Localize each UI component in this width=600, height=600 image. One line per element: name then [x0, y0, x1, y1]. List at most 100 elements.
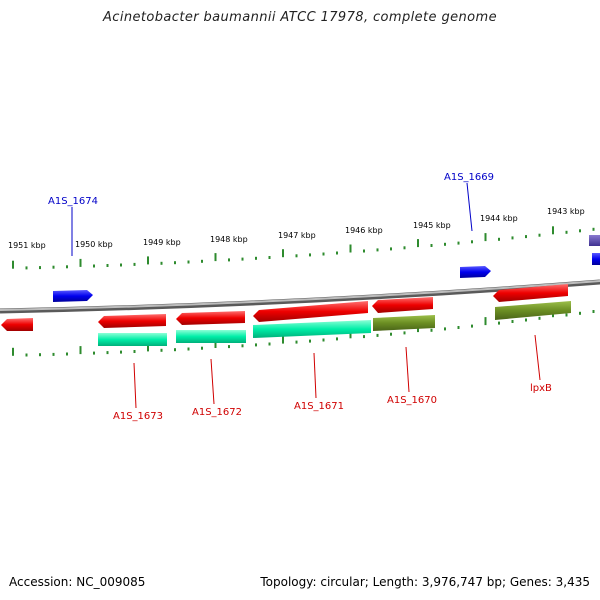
gene-reverse-left-edge[interactable] [1, 318, 33, 331]
lower-track-major-tick [214, 340, 217, 348]
lower-track-major-tick [147, 343, 149, 352]
lower-track-minor-tick [336, 337, 338, 341]
lower-track-major-tick [79, 346, 82, 355]
lower-track-minor-tick [25, 353, 28, 357]
leader-a1s-1669 [466, 182, 473, 232]
upper-track-minor-tick [295, 254, 298, 258]
label-a1s-1671[interactable]: A1S_1671 [294, 401, 344, 412]
scale-label-1946: 1946 kbp [345, 226, 383, 235]
gene-forward-a1s-1674[interactable] [53, 290, 93, 302]
label-a1s-1672[interactable]: A1S_1672 [192, 407, 242, 418]
upper-track-minor-tick [538, 233, 541, 237]
lower-track-major-tick [12, 347, 14, 356]
lower-track-minor-tick [498, 321, 500, 325]
upper-track-major-tick [349, 244, 352, 253]
scale-label-1951: 1951 kbp [8, 241, 46, 250]
leader-a1s-1670 [405, 346, 410, 393]
upper-track-minor-tick [255, 256, 257, 260]
cds-a1s-1671[interactable] [253, 320, 371, 338]
lower-track-minor-tick [363, 335, 365, 339]
gene-reverse-a1s-1672[interactable] [176, 311, 245, 325]
map-title: Acinetobacter baumannii ATCC 17978, comp… [103, 10, 497, 25]
cds-a1s-1673[interactable] [98, 333, 167, 346]
scale-label-1944: 1944 kbp [480, 214, 518, 223]
gene-reverse-a1s-1670[interactable] [372, 297, 433, 313]
leader-a1s-1671 [313, 352, 317, 399]
gene-forward-edge[interactable] [592, 253, 600, 265]
scale-label-1943: 1943 kbp [547, 207, 585, 216]
label-a1s-1669[interactable]: A1S_1669 [444, 172, 494, 183]
upper-track-minor-tick [93, 264, 95, 268]
upper-track-minor-tick [174, 261, 176, 265]
upper-track-minor-tick [52, 265, 55, 269]
leader-lpxb [534, 334, 541, 381]
upper-track-minor-tick [228, 258, 230, 262]
upper-track-minor-tick [430, 244, 433, 247]
lower-track-minor-tick [457, 326, 460, 329]
scale-track-upper [12, 226, 595, 270]
lower-track-minor-tick [322, 338, 325, 342]
accession-text: Accession: NC_009085 [9, 575, 146, 589]
scale-label-1948: 1948 kbp [210, 235, 248, 244]
gene-reverse-lpxb[interactable] [493, 284, 568, 302]
lower-track-minor-tick [93, 351, 95, 355]
upper-track-minor-tick [120, 263, 122, 267]
upper-track-major-tick [214, 253, 217, 262]
cds-lpxb[interactable] [495, 301, 571, 320]
lower-track-minor-tick [295, 340, 298, 344]
upper-track-minor-tick [160, 261, 163, 265]
lower-track-minor-tick [471, 324, 473, 328]
lower-track-minor-tick [228, 345, 230, 349]
lower-track-minor-tick [268, 342, 271, 346]
gene-reverse-a1s-1671[interactable] [253, 301, 368, 322]
upper-track-minor-tick [363, 249, 365, 253]
label-a1s-1674[interactable]: A1S_1674 [48, 196, 98, 207]
lower-track-minor-tick [430, 328, 433, 332]
upper-track-minor-tick [201, 259, 203, 263]
lower-track-major-tick [484, 317, 487, 326]
upper-track-minor-tick [336, 251, 338, 255]
lower-track-minor-tick [52, 352, 55, 356]
upper-track-minor-tick [498, 237, 500, 241]
gene-feature-purple[interactable] [589, 235, 600, 246]
upper-track-minor-tick [444, 242, 446, 246]
lower-track-major-tick [282, 335, 284, 344]
scale-label-1947: 1947 kbp [278, 231, 316, 240]
label-a1s-1670[interactable]: A1S_1670 [387, 395, 437, 406]
upper-track-minor-tick [309, 253, 311, 257]
cds-a1s-1672[interactable] [176, 330, 246, 343]
lower-track-major-tick [349, 330, 352, 339]
upper-track-minor-tick [106, 264, 109, 267]
upper-track-major-tick [552, 226, 554, 235]
upper-track-major-tick [79, 258, 82, 267]
lower-track-minor-tick [160, 348, 163, 352]
upper-track-minor-tick [471, 240, 473, 244]
gene-reverse-a1s-1673[interactable] [98, 314, 166, 328]
cds-a1s-1670[interactable] [373, 315, 435, 331]
genome-backbone-highlight [0, 280, 600, 311]
upper-track-minor-tick [187, 260, 190, 264]
label-lpxb[interactable]: lpxB [530, 383, 552, 394]
label-a1s-1673[interactable]: A1S_1673 [113, 411, 163, 422]
scale-label-1945: 1945 kbp [413, 221, 451, 230]
gene-forward-a1s-1669[interactable] [460, 266, 491, 278]
lower-track-minor-tick [538, 316, 541, 320]
upper-track-minor-tick [403, 246, 406, 250]
upper-track-minor-tick [525, 235, 527, 239]
upper-track-minor-tick [241, 257, 244, 261]
upper-track-minor-tick [322, 252, 325, 256]
upper-track-minor-tick [592, 227, 595, 231]
lower-track-minor-tick [187, 347, 190, 351]
scale-label-1950: 1950 kbp [75, 240, 113, 249]
lower-track-minor-tick [525, 318, 527, 322]
upper-track-minor-tick [268, 256, 271, 259]
lower-track-minor-tick [201, 346, 203, 350]
upper-track-minor-tick [511, 236, 514, 240]
leader-a1s-1673 [133, 362, 137, 409]
upper-track-minor-tick [25, 266, 28, 270]
scale-label-1949: 1949 kbp [143, 238, 181, 247]
lower-track-minor-tick [511, 320, 514, 323]
lower-track-minor-tick [592, 310, 595, 313]
upper-track-minor-tick [390, 247, 392, 251]
